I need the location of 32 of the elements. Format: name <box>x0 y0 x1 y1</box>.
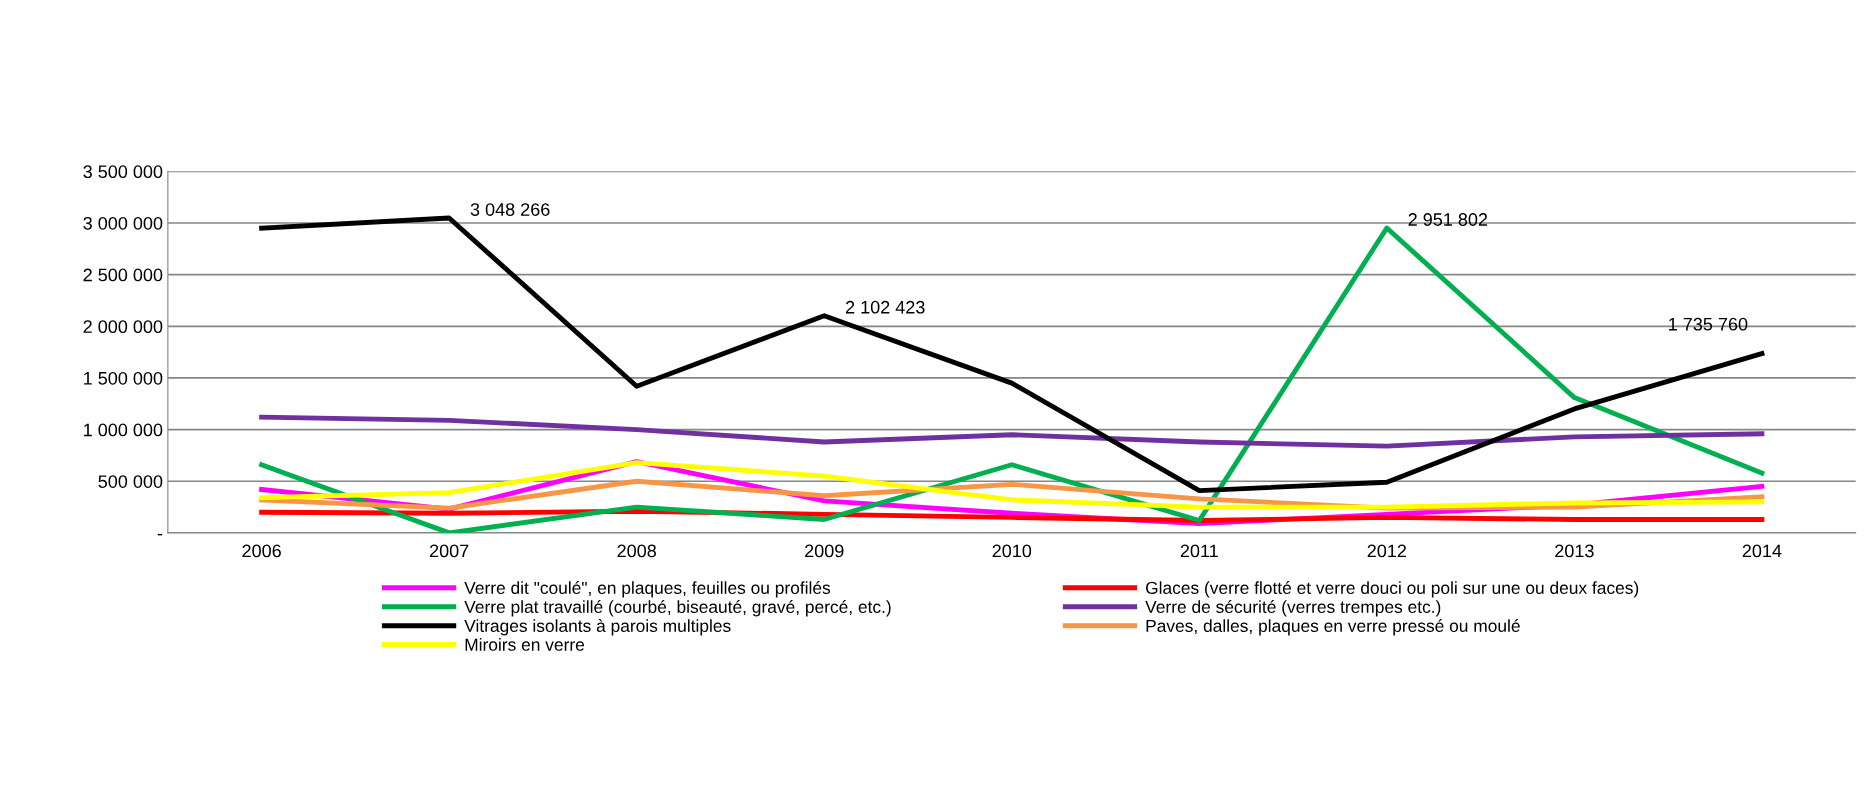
y-tick-label: 2 500 000 <box>83 268 163 282</box>
line-series <box>259 225 1765 533</box>
x-tick-label: 2007 <box>429 544 469 558</box>
legend-label: Vitrages isolants à parois multiples <box>464 619 731 636</box>
legend-label: Verre plat travaillé (courbé, biseauté, gravé, percé, etc.) <box>464 600 891 617</box>
legend-label: Glaces (verre flotté et verre douci ou poli sur une ou deux faces) <box>1146 581 1639 598</box>
legend-label: Verre de sécurité (verres trempes etc.) <box>1145 600 1441 617</box>
y-tick-label: 1 000 000 <box>84 423 163 437</box>
annotation: 2 951 802 <box>1408 213 1488 226</box>
y-tick-label: 1 500 000 <box>84 371 163 385</box>
line-series <box>259 414 1765 449</box>
line-series <box>259 215 1765 493</box>
annotation: 1 735 760 <box>1669 317 1748 331</box>
y-tick-label: 500 000 <box>98 475 163 488</box>
x-tick-label: 2014 <box>1742 544 1782 558</box>
y-tick-label: 3 000 000 <box>83 216 163 230</box>
x-tick-label: 2008 <box>617 544 656 558</box>
x-tick-label: 2010 <box>992 544 1032 558</box>
legend-label: Paves, dalles, plaques en verre pressé ou moulé <box>1146 619 1520 636</box>
annotation: 3 048 266 <box>470 203 550 216</box>
legend-label: Verre dit "coulé", en plaques, feuilles ou profilés <box>464 581 831 598</box>
y-tick-label: 3 500 000 <box>83 165 163 179</box>
x-tick-label: 2013 <box>1555 544 1594 558</box>
y-tick-label: - <box>157 533 163 536</box>
y-tick-label: 2 000 000 <box>83 320 163 334</box>
annotation: 2 102 423 <box>845 300 925 314</box>
legend-label: Miroirs en verre <box>465 638 585 651</box>
x-tick-label: 2011 <box>1180 544 1218 558</box>
x-tick-label: 2009 <box>805 544 844 558</box>
line-series <box>259 460 1765 510</box>
x-tick-label: 2006 <box>242 544 281 558</box>
x-tick-label: 2012 <box>1367 544 1407 558</box>
